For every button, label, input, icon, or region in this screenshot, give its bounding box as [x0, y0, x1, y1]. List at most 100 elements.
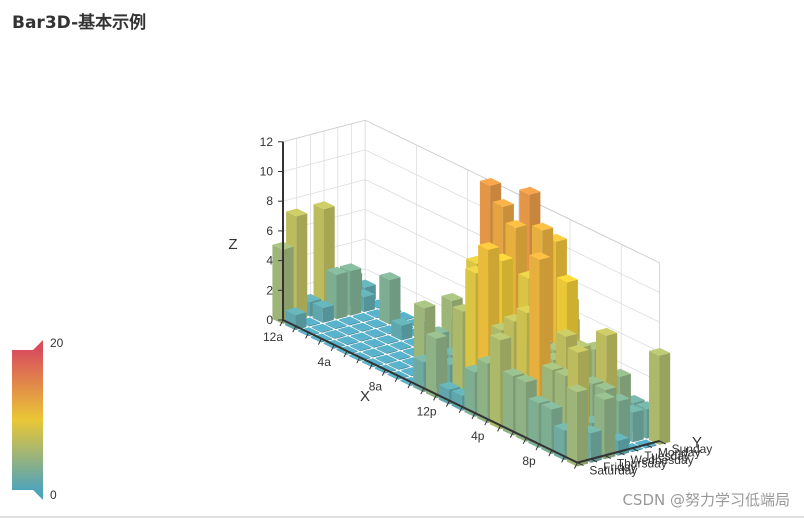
bar-top-face	[542, 362, 564, 371]
bar-side-face	[401, 322, 413, 341]
bar-side-face	[387, 340, 399, 345]
bar-top-face	[352, 312, 374, 321]
bar-front-face	[464, 367, 475, 417]
visual-map-max-label: 20	[50, 336, 64, 350]
x-tick	[292, 325, 297, 333]
bar-top-face	[326, 266, 348, 275]
y-tick	[590, 458, 598, 463]
bar-side-face	[631, 448, 643, 453]
z-tick-label: 10	[260, 165, 274, 179]
bar-11p-Sunday[interactable]	[649, 348, 671, 445]
bar-front-face	[351, 335, 362, 342]
bar-2a-Wednesday[interactable]	[339, 316, 361, 326]
x-tick-label: 8a	[369, 380, 383, 394]
y-axis-name: Y	[692, 434, 702, 451]
bar-side-face	[619, 398, 630, 446]
bar-front-face	[366, 312, 377, 319]
bar-side-face	[374, 343, 385, 348]
x-tick	[305, 332, 310, 339]
bar-top-face	[502, 368, 524, 377]
bar-side-face	[374, 333, 386, 338]
bar-top-face	[541, 401, 563, 410]
bar-front-face	[312, 303, 323, 323]
bar-5a-Friday[interactable]	[350, 342, 372, 352]
bar-5a-Thursday[interactable]	[363, 338, 385, 348]
bar-front-face	[272, 244, 283, 324]
bar-front-face	[390, 344, 401, 351]
bar-side-face	[350, 268, 362, 316]
bar-8a-Friday[interactable]	[388, 360, 410, 370]
bar-top-face	[351, 322, 374, 331]
bar-12a-Saturday[interactable]	[272, 241, 294, 324]
bar-front-face	[477, 358, 488, 424]
bar-top-face	[505, 220, 527, 228]
bar-7a-Thursday[interactable]	[389, 351, 411, 361]
bar-11p-Thursday[interactable]	[594, 392, 616, 460]
bar-top-face	[350, 342, 372, 351]
bar-front-face	[362, 361, 373, 368]
watermark: CSDN @努力学习低端局	[622, 491, 790, 509]
bar-front-face	[352, 315, 363, 322]
bar-side-face	[347, 341, 359, 346]
x-tick	[561, 456, 566, 463]
bar-3a-Friday[interactable]	[324, 329, 346, 339]
bar-12p-Saturday[interactable]	[426, 331, 448, 399]
bar-11p-Saturday[interactable]	[566, 384, 588, 467]
bar-side-face	[296, 213, 308, 321]
bar-top-face	[389, 351, 411, 359]
bar-side-face	[309, 322, 321, 327]
bar-front-face	[391, 320, 402, 341]
z-tick-label: 4	[266, 254, 273, 268]
z-tick-label: 2	[266, 283, 273, 297]
bar-side-face	[335, 325, 347, 330]
bar-3a-Tuesday[interactable]	[365, 319, 387, 329]
bar-4a-Wednesday[interactable]	[364, 328, 386, 338]
bar-6a-Friday[interactable]	[362, 348, 385, 358]
y-tick	[618, 451, 625, 456]
x-tick	[407, 381, 412, 389]
bar-4a-Thursday[interactable]	[351, 332, 373, 342]
bar-front-face	[404, 340, 415, 347]
x-tick-label: 4p	[471, 429, 485, 443]
bar-3a-Wednesday[interactable]	[351, 322, 374, 332]
bar-7a-Friday[interactable]	[375, 354, 397, 364]
bar-5a-Wednesday[interactable]	[377, 335, 399, 345]
bar-side-face	[373, 353, 385, 358]
x-tick	[573, 462, 578, 469]
bar-3a-Monday[interactable]	[379, 272, 401, 325]
bar-top-face	[556, 274, 578, 283]
bar-6a-Thursday[interactable]	[376, 344, 398, 354]
x-tick	[279, 319, 284, 327]
bar-2a-Friday[interactable]	[311, 323, 333, 333]
bar-front-face	[402, 360, 413, 367]
bar-front-face	[401, 370, 412, 377]
bar-top-face	[362, 348, 385, 357]
bar-side-face	[295, 312, 307, 331]
bar-top-face	[441, 293, 463, 301]
bar-6a-Wednesday[interactable]	[390, 341, 412, 351]
bar-top-face	[339, 316, 361, 325]
bar-side-face	[334, 334, 346, 339]
bar-5a-Tuesday[interactable]	[391, 317, 413, 341]
bar-3a-Thursday[interactable]	[338, 326, 360, 336]
bar-2a-Thursday[interactable]	[325, 320, 347, 330]
bar-1a-Thursday[interactable]	[312, 300, 334, 323]
bar-side-face	[604, 397, 616, 460]
bar-2a-Tuesday[interactable]	[352, 312, 374, 322]
bar-side-face	[386, 349, 398, 354]
bar-side-face	[590, 430, 602, 463]
bar-top-face	[364, 328, 386, 337]
z-tick-label: 8	[266, 194, 273, 208]
bar-front-face	[389, 354, 400, 361]
bar-top-face	[594, 392, 616, 400]
bar-side-face	[321, 328, 333, 333]
bar-front-face	[311, 326, 322, 333]
bar-top-face	[375, 354, 397, 363]
y-tick	[645, 444, 653, 449]
bar-front-face	[325, 323, 336, 330]
bar-top-face	[311, 323, 333, 332]
bar-4a-Friday[interactable]	[337, 336, 359, 346]
bar-top-face	[377, 335, 399, 343]
bar-top-face	[325, 320, 347, 328]
